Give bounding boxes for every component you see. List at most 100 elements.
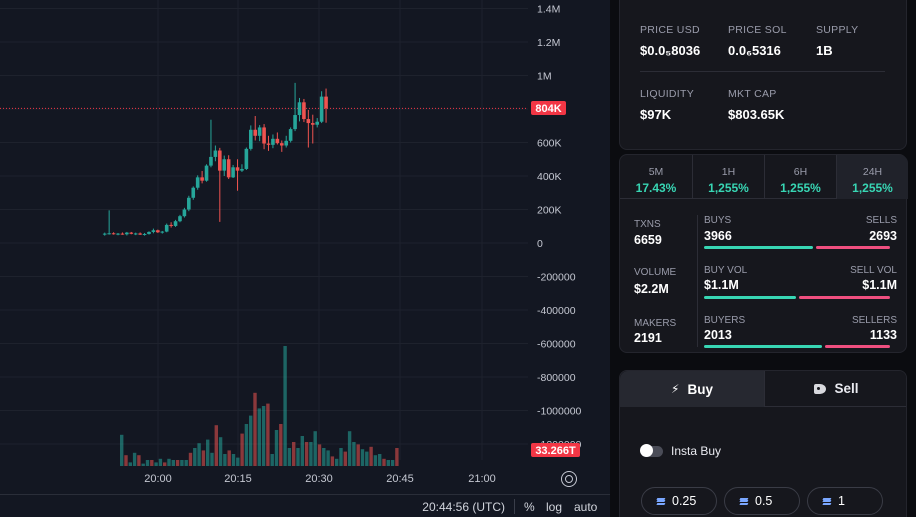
candle-body <box>173 221 178 226</box>
current-price-tag-bg <box>531 101 566 115</box>
log-scale-button[interactable]: log <box>546 500 563 514</box>
time-axis-label: 20:00 <box>144 473 172 485</box>
buyers-bar <box>704 345 822 348</box>
candle-body <box>129 232 134 234</box>
price-sol-label: PRICE SOL <box>728 24 787 36</box>
volume-bar <box>369 446 373 466</box>
insta-buy-row: Insta Buy <box>640 443 722 459</box>
tab-6h-change: 1,255% <box>780 181 821 195</box>
current-volume-tag-bg <box>531 443 580 457</box>
candle-body <box>302 102 306 120</box>
price-axis-label: -800000 <box>537 372 576 384</box>
tab-1h-label: 1H <box>721 166 736 178</box>
volume-bar <box>227 450 231 466</box>
tab-buy-label: Buy <box>687 381 713 397</box>
volume-bar <box>253 392 257 466</box>
volume-bar <box>257 408 261 466</box>
volume-bar <box>223 454 227 466</box>
volume-bar <box>360 449 365 466</box>
volume-bar <box>218 437 223 466</box>
sellers-label: SELLERS <box>851 315 897 326</box>
volume-bar <box>124 455 128 466</box>
auto-scale-button[interactable]: auto <box>574 500 598 514</box>
buys-value: 3966 <box>704 229 732 243</box>
tab-24h[interactable]: 24H 1,255% <box>836 155 908 199</box>
tab-1h-change: 1,255% <box>708 181 749 195</box>
volume-bar <box>335 458 339 466</box>
percent-scale-button[interactable]: % <box>524 500 535 514</box>
candle-body <box>315 121 319 125</box>
tab-5m[interactable]: 5M 17.43% <box>620 155 692 199</box>
tab-5m-change: 17.43% <box>635 181 677 195</box>
tab-6h-label: 6H <box>793 166 808 178</box>
volume-bar <box>210 452 214 466</box>
candle-body <box>147 231 151 234</box>
candle-body <box>204 165 209 181</box>
stats-divider <box>697 215 698 347</box>
tab-sell[interactable]: Sell <box>764 371 906 407</box>
price-chart[interactable]: 1.4M1.2M1M800K600K400K200K0-200000-40000… <box>0 0 610 517</box>
candle-body <box>107 233 111 235</box>
candle-body <box>324 96 328 109</box>
sells-value: 2693 <box>869 229 897 243</box>
amount-button-1[interactable]: 1 <box>807 487 883 515</box>
tab-5m-label: 5M <box>648 166 664 178</box>
sellers-value: 1133 <box>869 328 897 342</box>
txns-label: TXNS <box>634 219 661 230</box>
sell-vol-bar <box>798 296 890 299</box>
volume-value: $2.2M <box>634 282 669 296</box>
candle-body <box>160 231 165 233</box>
volume-bar <box>206 439 210 466</box>
candle-body <box>257 127 262 136</box>
volume-bar <box>313 431 317 466</box>
tab-buy[interactable]: ⚡︎ Buy <box>620 371 764 407</box>
volume-bar <box>236 457 240 466</box>
chart-bottom-toolbar: 20:44:56 (UTC) % log auto <box>0 494 610 517</box>
candle-body <box>182 209 187 217</box>
makers-label: MAKERS <box>634 318 677 329</box>
volume-bar <box>201 450 206 466</box>
volume-bar <box>347 431 352 466</box>
candle-body <box>178 216 182 222</box>
candle-body <box>195 177 200 188</box>
buys-label: BUYS <box>704 215 732 226</box>
volume-bar <box>292 442 296 466</box>
candle-body <box>284 140 289 146</box>
volume-bar <box>197 443 201 466</box>
volume-bar <box>352 442 356 466</box>
volume-label: VOLUME <box>634 267 677 278</box>
candle-body <box>231 167 235 178</box>
volume-bar <box>167 458 171 466</box>
time-axis-label: 20:30 <box>305 473 333 485</box>
volume-bar <box>309 442 313 466</box>
volume-bar <box>283 346 287 466</box>
amount-label: 0.25 <box>672 494 697 508</box>
price-axis-label: 1M <box>537 71 552 83</box>
buy-vol-label: BUY VOL <box>704 265 748 276</box>
utc-clock: 20:44:56 (UTC) <box>422 500 505 514</box>
chart-pane[interactable]: 1.4M1.2M1M800K600K400K200K0-200000-40000… <box>0 0 610 517</box>
time-axis-label: 20:15 <box>224 473 252 485</box>
tab-6h[interactable]: 6H 1,255% <box>764 155 836 199</box>
volume-bar <box>150 460 154 466</box>
amount-label: 0.5 <box>755 494 773 508</box>
time-axis-label: 20:45 <box>386 473 414 485</box>
volume-bar <box>270 454 274 466</box>
amount-button-0-5[interactable]: 0.5 <box>724 487 800 515</box>
candle-body <box>187 197 191 210</box>
tab-1h[interactable]: 1H 1,255% <box>692 155 764 199</box>
candle-body <box>271 138 275 145</box>
amount-button-0-25[interactable]: 0.25 <box>641 487 717 515</box>
candle-body <box>213 150 218 157</box>
tab-24h-change: 1,255% <box>852 181 893 195</box>
volume-bar <box>244 424 249 466</box>
buy-sell-tabs: ⚡︎ Buy Sell <box>620 371 906 407</box>
gear-icon[interactable] <box>561 471 577 487</box>
amount-label: 1 <box>838 494 845 508</box>
token-info-panel: PRICE USD $0.0₅8036 PRICE SOL 0.0₆5316 S… <box>610 0 916 517</box>
price-axis-label: 400K <box>537 171 562 183</box>
insta-buy-label: Insta Buy <box>671 444 722 458</box>
volume-bar <box>193 448 197 466</box>
candle-body <box>297 102 302 116</box>
insta-buy-toggle[interactable] <box>640 444 663 457</box>
